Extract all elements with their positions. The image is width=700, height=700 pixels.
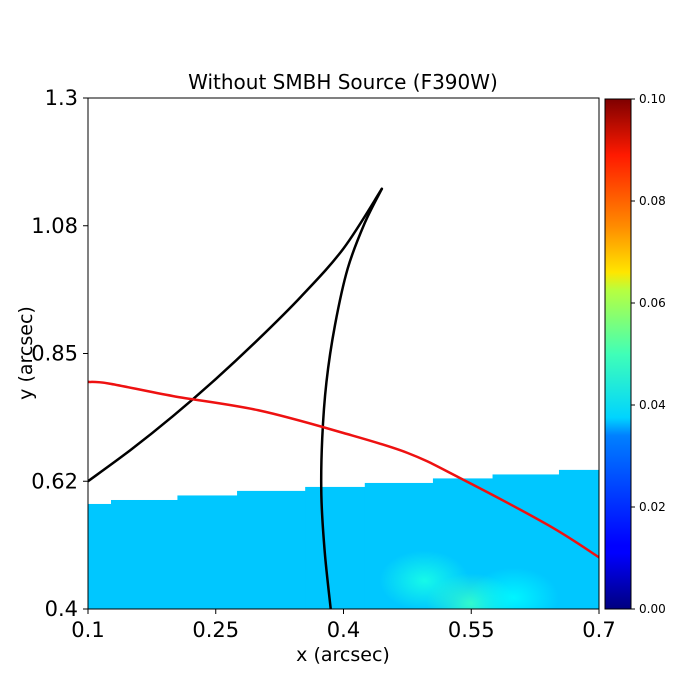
series-line-2: [88, 380, 599, 559]
colorbar-ticks: 0.00 0.02 0.04 0.06 0.08 0.10: [631, 92, 666, 616]
series-line-1: [319, 187, 384, 609]
colorbar-tick-label: 0.00: [639, 602, 666, 616]
x-tick-label: 0.4: [327, 618, 360, 642]
x-tick-label: 0.1: [71, 618, 104, 642]
colorbar-tick-label: 0.04: [639, 398, 666, 412]
series-line-0: [88, 187, 384, 483]
x-axis-label: x (arcsec): [296, 644, 390, 666]
colorbar-tick-label: 0.02: [639, 500, 666, 514]
colorbar-tick-label: 0.10: [639, 92, 666, 106]
chart-title: Without SMBH Source (F390W): [188, 70, 498, 94]
colorbar-gradient: [604, 98, 632, 610]
plot-area: [87, 97, 600, 610]
heatmap-column: [110, 499, 178, 609]
y-tick-label: 1.08: [31, 214, 78, 238]
heatmap-column: [88, 503, 112, 609]
heatmap-column: [305, 486, 366, 609]
x-axis-ticks: 0.1 0.25 0.4 0.55 0.7: [71, 609, 616, 642]
heatmap: [88, 469, 599, 609]
heatmap-column: [237, 490, 306, 609]
colorbar-tick-label: 0.06: [639, 296, 666, 310]
x-tick-label: 0.7: [582, 618, 615, 642]
y-tick-label: 0.62: [31, 469, 78, 493]
y-axis-ticks: 0.4 0.62 0.85 1.08 1.3: [31, 86, 88, 621]
contour-lines: [88, 187, 599, 609]
y-tick-label: 0.4: [45, 597, 78, 621]
heatmap-hotspot: [468, 567, 559, 609]
heatmap-column: [558, 469, 599, 609]
x-tick-label: 0.25: [192, 618, 239, 642]
y-tick-label: 0.85: [31, 342, 78, 366]
heatmap-column: [177, 495, 238, 609]
colorbar-tick-label: 0.08: [639, 194, 666, 208]
y-axis-label: y (arcsec): [15, 306, 37, 400]
colorbar: 0.00 0.02 0.04 0.06 0.08 0.10: [604, 92, 666, 616]
y-tick-label: 1.3: [45, 86, 78, 110]
x-tick-label: 0.55: [448, 618, 495, 642]
